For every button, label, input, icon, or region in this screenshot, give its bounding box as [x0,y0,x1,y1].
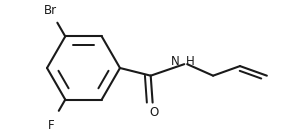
Text: N: N [171,55,180,68]
Text: O: O [149,106,158,119]
Text: H: H [186,55,195,68]
Text: F: F [48,119,54,132]
Text: Br: Br [44,4,57,17]
